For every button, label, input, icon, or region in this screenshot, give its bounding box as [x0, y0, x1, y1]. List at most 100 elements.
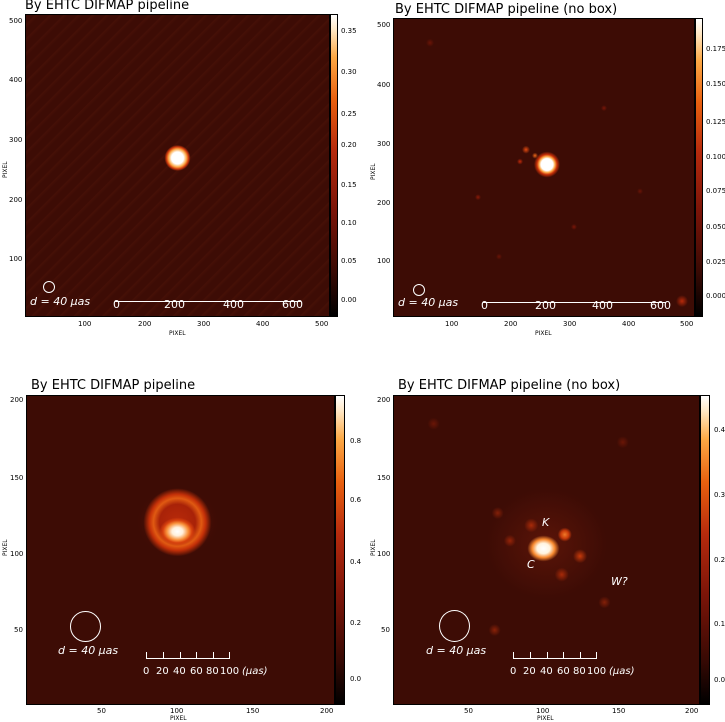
y-tick: 500	[377, 21, 391, 29]
scale-label: 80	[206, 666, 219, 677]
colorbar-tick: 0.6	[350, 496, 362, 504]
image-map: d = 40 μas 0 200 400 600	[393, 18, 695, 317]
y-tick: 100	[9, 255, 23, 263]
colorbar-tick: 0.125	[706, 118, 725, 126]
colorbar-tick: 0.1	[714, 620, 725, 628]
colorbar	[700, 395, 710, 705]
scale-tick	[513, 652, 514, 658]
y-tick: 300	[377, 140, 391, 148]
scale-unit: (μas)	[242, 666, 268, 677]
scale-tick	[580, 652, 581, 658]
annotation-c: C	[527, 558, 535, 571]
y-tick: 50	[14, 626, 23, 634]
scale-label-2: 400	[592, 299, 613, 312]
y-tick: 400	[377, 81, 391, 89]
x-tick: 300	[563, 320, 577, 328]
colorbar-tick: 0.075	[706, 187, 725, 195]
x-axis-label: PIXEL	[169, 330, 186, 337]
beam-label: d = 40 μas	[398, 296, 459, 309]
image-map: d = 40 μas 0 20 40 60 80 100 (μas)	[26, 395, 335, 705]
x-tick: 400	[622, 320, 636, 328]
y-tick: 300	[9, 136, 23, 144]
x-tick: 400	[256, 320, 270, 328]
colorbar	[335, 395, 345, 705]
beam-label: d = 40 μas	[30, 295, 91, 308]
scale-bar	[146, 658, 230, 659]
y-tick: 100	[377, 257, 391, 265]
colorbar-tick: 0.25	[341, 110, 357, 118]
scale-label: 0	[143, 666, 150, 677]
y-tick: 200	[10, 396, 24, 404]
scale-label: 80	[573, 666, 586, 677]
panel-title: By EHTC DIFMAP pipeline	[31, 378, 196, 393]
scale-tick	[163, 652, 164, 658]
panel-title: By EHTC DIFMAP pipeline (no box)	[395, 2, 618, 17]
x-tick: 100	[536, 707, 550, 715]
colorbar-tick: 0.10	[341, 219, 357, 227]
y-axis-label: PIXEL	[2, 161, 9, 178]
beam-circle	[70, 611, 101, 642]
x-tick: 300	[197, 320, 211, 328]
colorbar-tick: 0.175	[706, 45, 725, 53]
y-tick: 200	[377, 199, 391, 207]
scale-bar	[115, 301, 301, 302]
x-tick: 200	[504, 320, 518, 328]
x-tick: 100	[170, 707, 184, 715]
y-axis-label: PIXEL	[370, 163, 377, 180]
x-tick: 150	[246, 707, 260, 715]
y-tick: 200	[377, 396, 391, 404]
scale-label-2: 400	[223, 298, 244, 311]
image-map: d = 40 μas 0 200 400 600	[25, 14, 330, 317]
scale-label: 20	[156, 666, 169, 677]
x-tick: 100	[78, 320, 92, 328]
scale-label-1: 200	[535, 299, 556, 312]
scale-label-1: 200	[164, 298, 185, 311]
scale-label: 60	[557, 666, 570, 677]
x-axis-label: PIXEL	[170, 715, 187, 722]
annotation-k: K	[542, 516, 550, 529]
x-tick: 100	[445, 320, 459, 328]
beam-circle	[439, 610, 470, 642]
scale-bar	[513, 658, 597, 659]
colorbar-tick: 0.05	[341, 257, 357, 265]
scale-bar	[483, 302, 666, 303]
scale-label-3: 600	[282, 298, 303, 311]
scale-label: 60	[190, 666, 203, 677]
scale-label: 100	[220, 666, 240, 677]
y-axis-label: PIXEL	[2, 539, 9, 556]
colorbar-tick: 0.15	[341, 181, 357, 189]
colorbar-tick: 0.0	[714, 676, 725, 684]
y-tick: 50	[381, 626, 390, 634]
beam-circle	[43, 281, 55, 293]
scale-label: 40	[540, 666, 553, 677]
x-tick: 500	[680, 320, 694, 328]
x-axis-label: PIXEL	[537, 715, 554, 722]
colorbar-tick: 0.00	[341, 296, 357, 304]
colorbar-tick: 0.8	[350, 437, 362, 445]
x-tick: 200	[685, 707, 699, 715]
y-tick: 500	[9, 17, 23, 25]
colorbar-tick: 0.4	[350, 558, 362, 566]
scale-tick	[146, 652, 147, 658]
scale-tick	[229, 652, 230, 658]
y-tick: 400	[9, 76, 23, 84]
x-tick: 500	[315, 320, 329, 328]
scale-label: 100	[587, 666, 607, 677]
beam-label: d = 40 μas	[58, 644, 119, 657]
image-map: K C W? d = 40 μas 0 20 40 60 80 100 (μas…	[393, 395, 700, 705]
colorbar-tick: 0.150	[706, 80, 725, 88]
x-tick: 200	[138, 320, 152, 328]
y-tick: 100	[377, 550, 391, 558]
colorbar-tick: 0.0	[350, 675, 362, 683]
panel-title: By EHTC DIFMAP pipeline (no box)	[398, 378, 621, 393]
y-tick: 200	[9, 196, 23, 204]
colorbar	[330, 14, 338, 317]
colorbar-tick: 0.2	[714, 556, 725, 564]
y-axis-label: PIXEL	[370, 539, 377, 556]
colorbar-tick: 0.100	[706, 153, 725, 161]
colorbar-tick: 0.20	[341, 141, 357, 149]
scale-label: 40	[173, 666, 186, 677]
x-axis-label: PIXEL	[535, 330, 552, 337]
colorbar-tick: 0.050	[706, 223, 725, 231]
y-tick: 150	[377, 474, 391, 482]
